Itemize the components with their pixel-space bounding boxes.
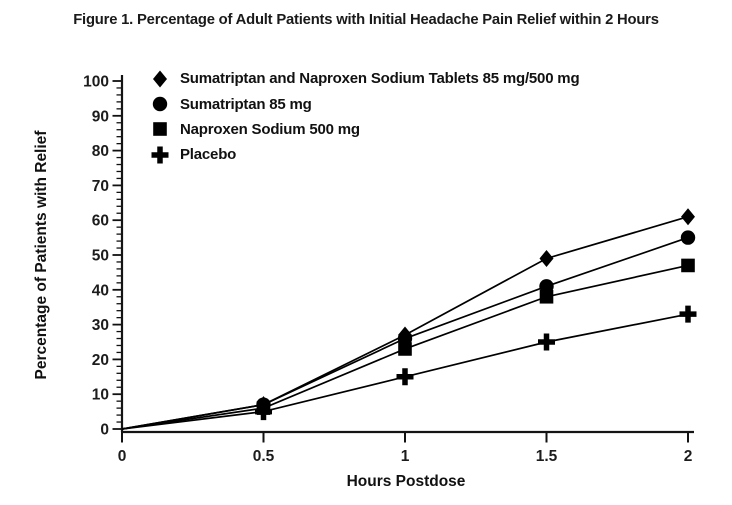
chart-legend: Sumatriptan and Naproxen Sodium Tablets … (146, 66, 580, 168)
y-tick-label: 50 (92, 248, 109, 265)
x-axis-label: Hours Postdose (347, 473, 466, 490)
x-tick-label: 0.5 (253, 448, 275, 465)
diamond-marker-icon (398, 326, 412, 344)
diamond-marker-icon (681, 208, 695, 226)
plus-marker-icon (396, 368, 414, 386)
plus-marker-icon (538, 333, 555, 351)
y-tick-label: 0 (100, 422, 109, 439)
y-tick-label: 30 (92, 317, 109, 334)
y-tick-label: 80 (92, 143, 109, 160)
series-line-diamond (121, 215, 689, 430)
diamond-marker-icon (539, 249, 554, 267)
circle-marker-icon (152, 96, 168, 112)
y-axis-label: Percentage of Patients with Relief (33, 130, 50, 380)
y-tick-label: 40 (92, 282, 109, 299)
x-tick-label: 0 (118, 448, 127, 465)
y-tick-label: 70 (92, 178, 109, 195)
legend-item: Sumatriptan 85 mg (146, 91, 579, 116)
legend-item: Placebo (146, 142, 579, 167)
square-marker-icon (153, 122, 167, 137)
legend-item-label: Naproxen Sodium 500 mg (180, 120, 360, 138)
circle-marker-icon (680, 230, 696, 245)
x-tick-label: 2 (684, 448, 693, 465)
diamond-marker-icon (153, 70, 167, 88)
x-tick-label: 1 (401, 448, 410, 465)
legend-item-label: Placebo (180, 146, 237, 164)
legend-item: Naproxen Sodium 500 mg (146, 117, 579, 142)
square-marker-icon (539, 289, 554, 304)
y-tick-label: 20 (92, 352, 109, 369)
circle-marker-icon (539, 279, 554, 294)
y-tick-label: 100 (83, 74, 109, 91)
plus-marker-icon (151, 146, 169, 164)
plus-marker-icon (151, 146, 169, 164)
square-marker-icon (398, 342, 412, 356)
diamond-marker-icon (256, 396, 271, 414)
legend-item-label: Sumatriptan and Naproxen Sodium Tablets … (180, 70, 580, 88)
axis-spines (120, 75, 694, 434)
plot-area: 0 10 20 30 40 50 60 70 80 90 100 0 0.5 1 1.5 2 (83, 74, 697, 465)
diamond-marker-icon (153, 70, 167, 88)
y-tick-label: 90 (92, 108, 109, 125)
figure-title: Figure 1. Percentage of Adult Patients w… (73, 12, 659, 28)
square-marker-icon (681, 258, 695, 273)
square-marker-icon (153, 122, 167, 137)
x-tick-label: 1.5 (536, 448, 558, 465)
y-tick-label: 10 (92, 387, 109, 404)
legend-item: Sumatriptan and Naproxen Sodium Tablets … (146, 66, 580, 91)
plus-marker-icon (679, 305, 697, 323)
legend-item-label: Sumatriptan 85 mg (180, 95, 312, 113)
circle-marker-icon (152, 96, 168, 112)
y-tick-label: 60 (92, 213, 109, 230)
